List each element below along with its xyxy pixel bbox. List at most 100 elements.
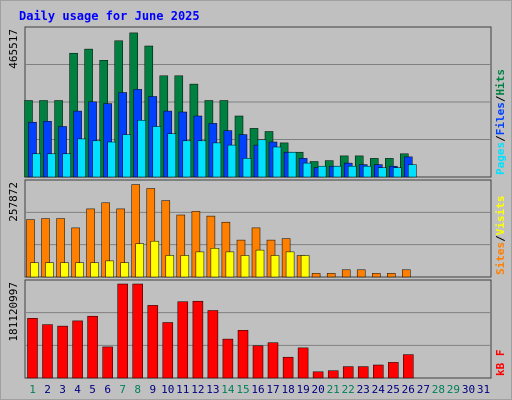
day-label: 1 bbox=[29, 383, 36, 396]
bar-pages-day-3 bbox=[62, 153, 71, 178]
bar-kbytes-day-11 bbox=[177, 301, 189, 379]
day-label: 25 bbox=[387, 383, 400, 396]
bar-kbytes-day-14 bbox=[222, 338, 234, 379]
bar-visits-day-12 bbox=[195, 251, 205, 278]
day-label: 17 bbox=[266, 383, 279, 396]
legend-files: Files bbox=[494, 102, 507, 135]
legend-pages: Pages bbox=[494, 142, 507, 175]
day-axis-labels: 1 2 3 4 5 6 7 8 9 10 11 12 13 14 15 16 17 18 19 20 21 22 23 24 2… bbox=[29, 383, 490, 396]
bar-pages-day-15 bbox=[242, 158, 252, 178]
bar-visits-day-7 bbox=[120, 262, 129, 278]
bar-visits-day-17 bbox=[270, 255, 280, 278]
panel-max-label: 181120997 bbox=[7, 282, 20, 342]
bar-pages-day-26 bbox=[408, 164, 417, 178]
day-label: 30 bbox=[462, 383, 475, 396]
day-label: 27 bbox=[417, 383, 430, 396]
bar-pages-day-22 bbox=[347, 165, 357, 178]
bar-sites-day-22 bbox=[341, 269, 351, 278]
bar-visits-day-8 bbox=[135, 243, 144, 278]
bar-pages-day-16 bbox=[257, 139, 267, 178]
bar-kbytes-day-20 bbox=[312, 371, 324, 379]
day-label: 28 bbox=[432, 383, 445, 396]
bar-pages-day-20 bbox=[317, 165, 327, 178]
panel-legend: kB F bbox=[494, 350, 507, 377]
legend-sites: Sites bbox=[494, 242, 507, 275]
day-label: 3 bbox=[59, 383, 66, 396]
bar-kbytes-day-8 bbox=[132, 283, 143, 379]
bar-visits-day-4 bbox=[75, 262, 84, 278]
bar-pages-day-13 bbox=[212, 142, 222, 178]
bar-kbytes-day-23 bbox=[357, 366, 369, 379]
day-label: 8 bbox=[134, 383, 141, 396]
day-label: 16 bbox=[251, 383, 264, 396]
day-label: 26 bbox=[402, 383, 415, 396]
day-label: 7 bbox=[119, 383, 126, 396]
bar-visits-day-14 bbox=[225, 251, 235, 278]
bar-sites-day-23 bbox=[356, 269, 366, 278]
day-label: 20 bbox=[311, 383, 324, 396]
bar-visits-day-10 bbox=[165, 255, 175, 278]
bar-kbytes-day-6 bbox=[102, 346, 113, 379]
bar-kbytes-day-16 bbox=[252, 345, 264, 379]
bar-kbytes-day-2 bbox=[42, 324, 53, 379]
bar-kbytes-day-7 bbox=[117, 283, 128, 379]
bar-pages-day-10 bbox=[167, 133, 177, 178]
bar-kbytes-day-25 bbox=[388, 362, 399, 379]
bar-kbytes-day-18 bbox=[282, 356, 294, 379]
bar-kbytes-day-12 bbox=[192, 300, 204, 379]
legend-separator: / bbox=[494, 235, 507, 242]
day-label: 23 bbox=[357, 383, 370, 396]
panel-max-label: 257872 bbox=[7, 182, 20, 222]
day-label: 10 bbox=[161, 383, 174, 396]
bar-kbytes-day-3 bbox=[57, 325, 68, 379]
bar-sites-day-20 bbox=[311, 273, 321, 278]
day-label: 29 bbox=[447, 383, 460, 396]
bar-kbytes-day-21 bbox=[327, 370, 339, 379]
bar-pages-day-5 bbox=[92, 140, 101, 178]
bar-pages-day-21 bbox=[332, 165, 342, 178]
day-label: 4 bbox=[74, 383, 81, 396]
bar-visits-day-5 bbox=[90, 262, 99, 278]
day-label: 13 bbox=[206, 383, 219, 396]
chart-panels: 465517Pages/Files/Hits257872Sites/Visits… bbox=[7, 26, 507, 379]
day-label: 11 bbox=[176, 383, 189, 396]
day-label: 2 bbox=[44, 383, 51, 396]
day-label: 22 bbox=[342, 383, 355, 396]
bar-visits-day-1 bbox=[30, 262, 39, 278]
bar-sites-day-21 bbox=[326, 273, 336, 278]
bar-kbytes-day-13 bbox=[207, 310, 219, 379]
bar-pages-day-4 bbox=[77, 138, 86, 178]
day-label: 9 bbox=[149, 383, 156, 396]
bar-pages-day-8 bbox=[137, 120, 146, 178]
bar-kbytes-day-22 bbox=[342, 366, 354, 379]
legend-kbytes: kB F bbox=[494, 350, 507, 377]
bar-kbytes-day-15 bbox=[237, 330, 249, 379]
bar-visits-day-13 bbox=[210, 248, 220, 278]
legend-visits: Visits bbox=[494, 196, 507, 236]
day-label: 19 bbox=[296, 383, 309, 396]
bar-pages-day-12 bbox=[197, 140, 207, 178]
bar-kbytes-day-5 bbox=[87, 315, 98, 379]
bar-pages-day-11 bbox=[182, 140, 192, 178]
day-label: 6 bbox=[104, 383, 111, 396]
panel-legend: Pages/Files/Hits bbox=[494, 69, 507, 175]
bar-visits-day-2 bbox=[45, 262, 54, 278]
bar-visits-day-18 bbox=[285, 251, 295, 278]
legend-separator: / bbox=[494, 135, 507, 142]
day-label: 15 bbox=[236, 383, 249, 396]
bar-kbytes-day-19 bbox=[297, 347, 309, 379]
bar-sites-day-24 bbox=[372, 273, 381, 278]
bar-pages-day-18 bbox=[287, 151, 297, 178]
bar-pages-day-14 bbox=[227, 144, 237, 178]
bar-visits-day-16 bbox=[255, 249, 265, 278]
panel-max-label: 465517 bbox=[7, 29, 20, 69]
bar-kbytes-day-24 bbox=[373, 364, 384, 379]
bar-kbytes-day-9 bbox=[147, 305, 159, 379]
bar-pages-day-9 bbox=[152, 126, 162, 178]
bar-kbytes-day-1 bbox=[27, 318, 38, 379]
legend-hits: Hits bbox=[494, 69, 507, 96]
bar-kbytes-day-10 bbox=[162, 322, 174, 379]
legend-separator: / bbox=[494, 95, 507, 102]
panel-kbytes: 181120997 kB F bbox=[7, 279, 507, 379]
